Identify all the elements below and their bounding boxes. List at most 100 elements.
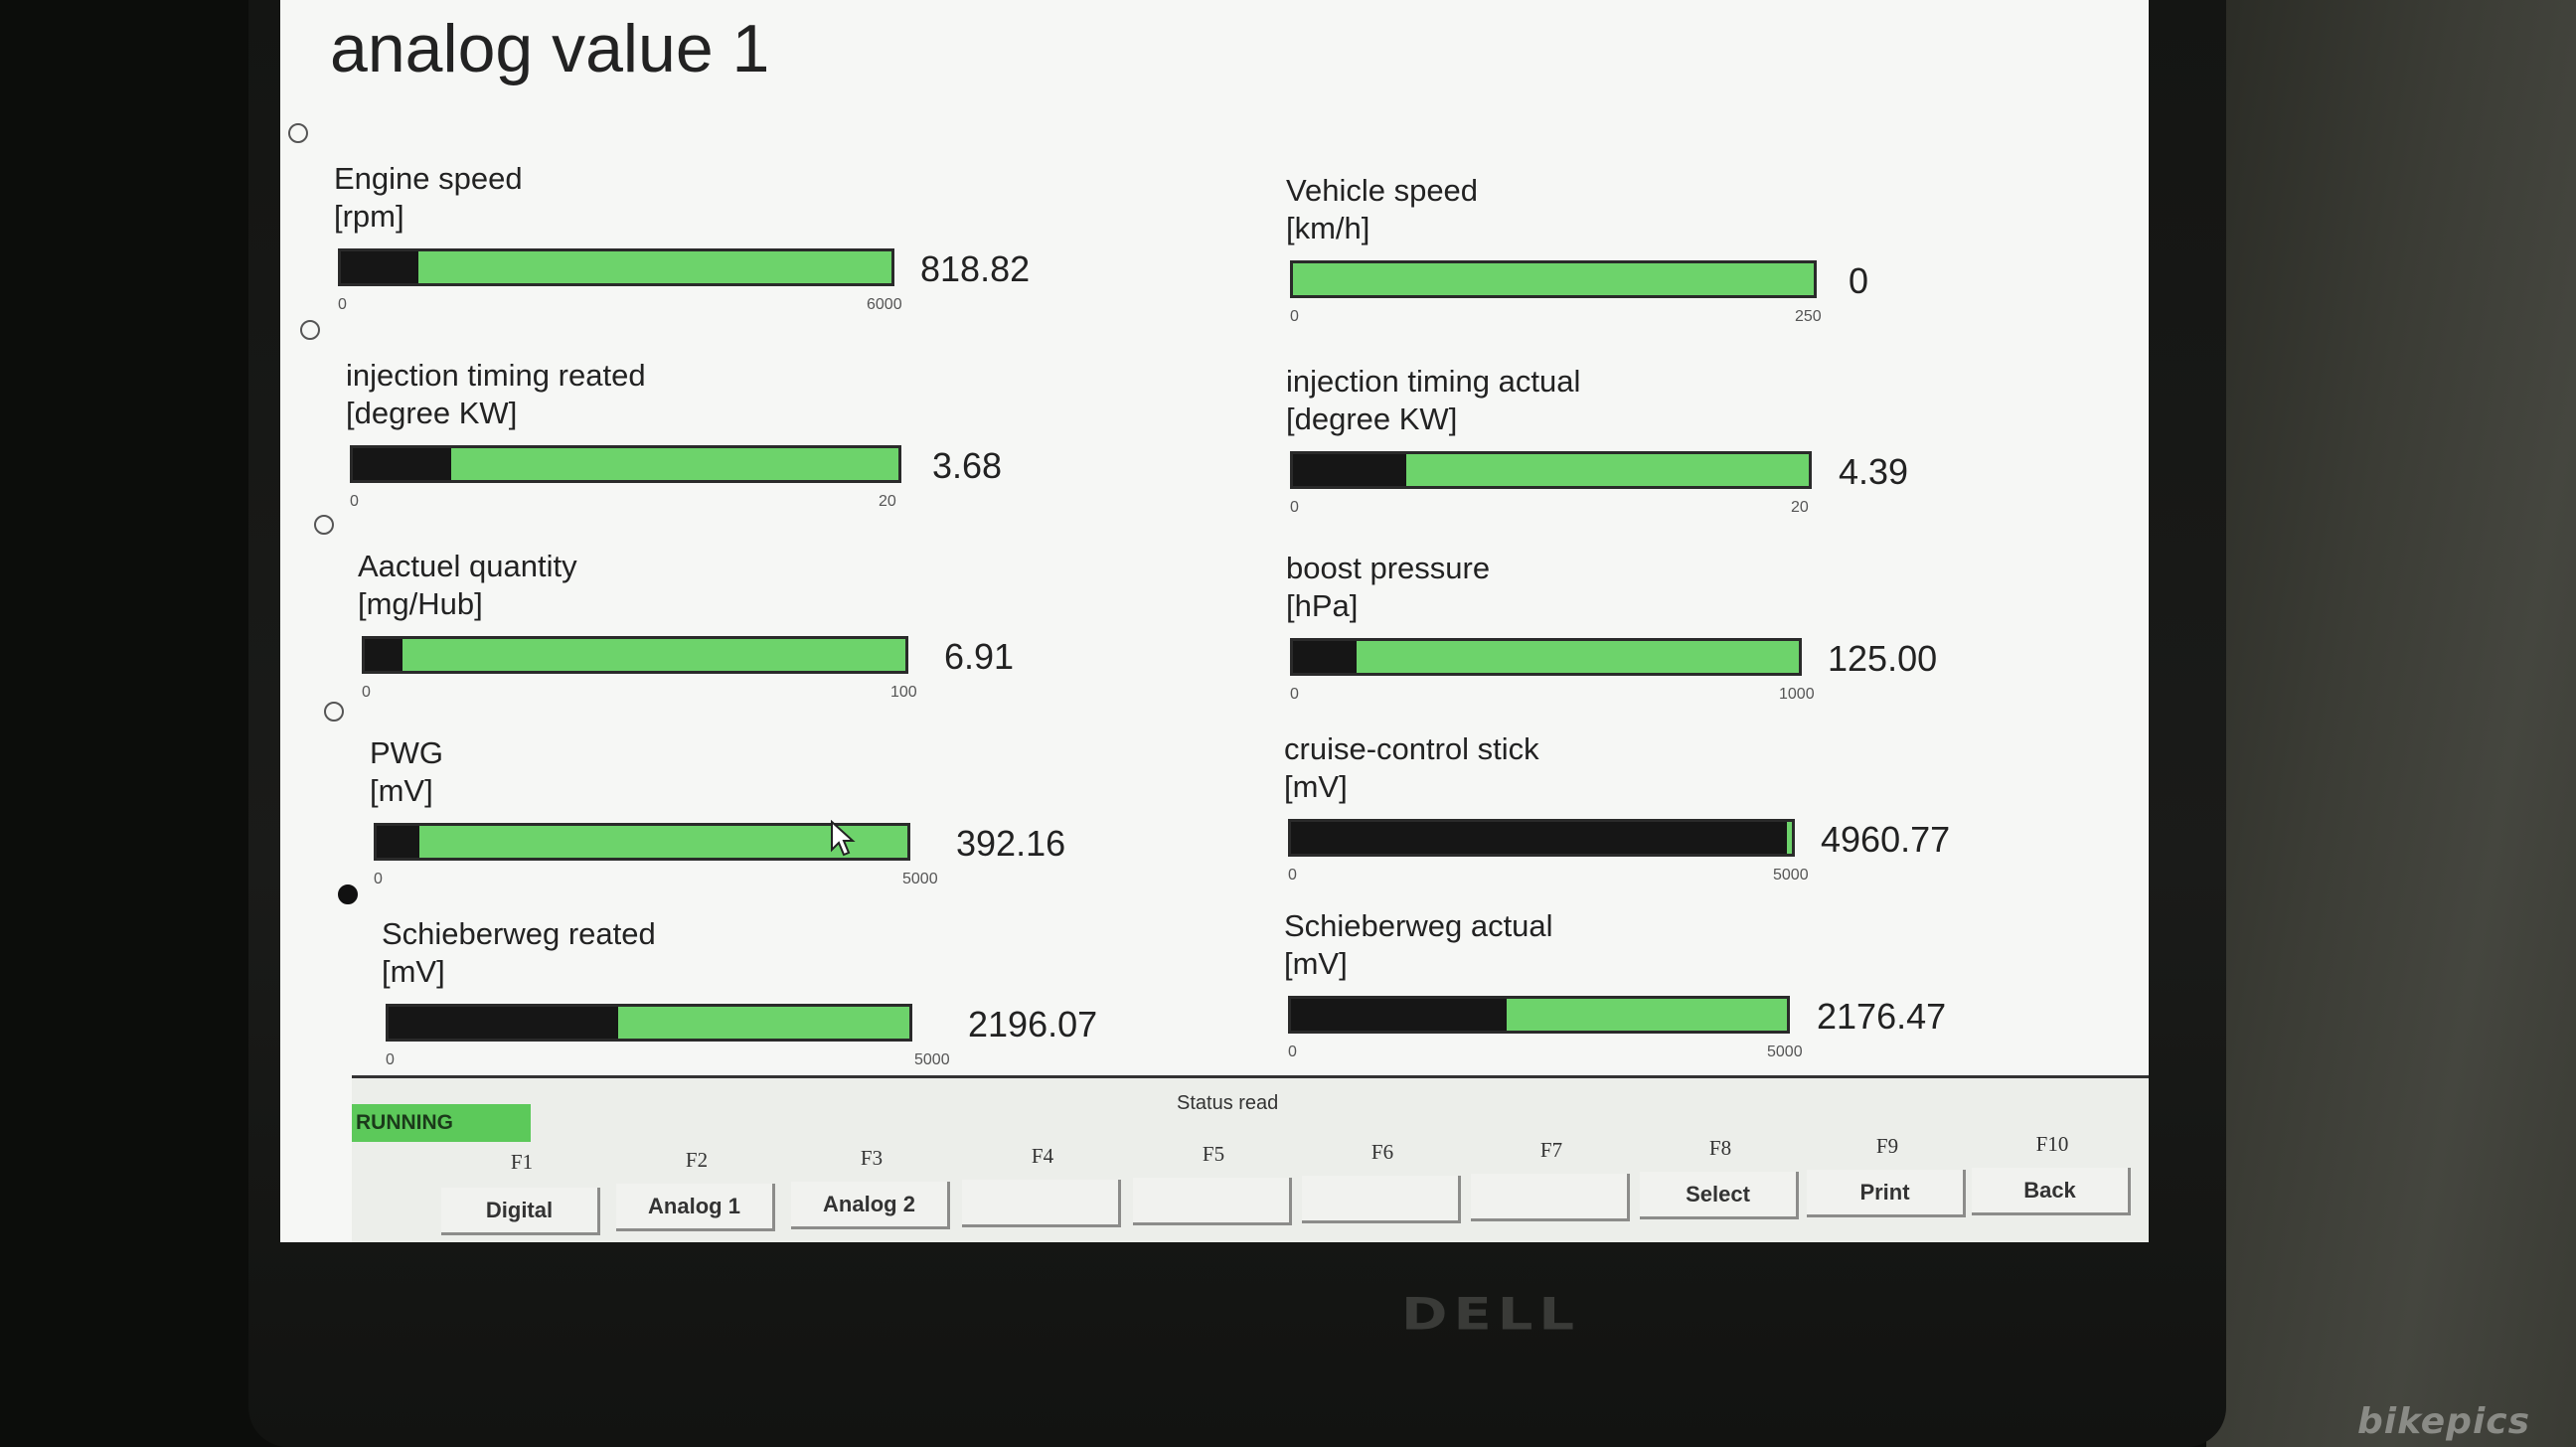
fkey-label-f9: F9 [1875,1134,1899,1158]
gauge-schieberweg-actual: Schieberweg actual [mV] 0 5000 2176.47 [1284,908,2129,1097]
gauge-unit: [mV] [370,773,433,808]
f10-back-button[interactable]: Back [1972,1168,2131,1215]
gauge-min: 0 [386,1051,395,1068]
gauge-bar [386,1004,912,1042]
gauge-bar [362,636,908,674]
f5-button[interactable] [1133,1178,1292,1225]
gauge-label: cruise-control stick [1284,731,1539,766]
f2-analog1-button[interactable]: Analog 1 [616,1184,775,1231]
gauge-bar [1290,638,1802,676]
gauge-value: 125.00 [1828,638,1938,679]
gauge-aactuel-quantity: Aactuel quantity [mg/Hub] 0 100 6.91 [358,549,1203,737]
gauge-unit: [rpm] [334,199,404,234]
gauge-min: 0 [350,493,359,510]
side-radio-5-selected[interactable] [338,884,358,904]
gauge-min: 0 [1288,1044,1297,1060]
gauge-bar-fill [389,1007,618,1039]
f6-button[interactable] [1302,1176,1461,1223]
fkey-label-f10: F10 [2035,1132,2069,1156]
floor-background [2206,0,2576,1447]
status-text: Status read [1177,1092,1279,1114]
page-title: analog value 1 [330,11,770,86]
gauge-injection-timing-reated: injection timing reated [degree KW] 0 20… [346,358,1191,547]
gauge-bar-fill [1293,454,1407,486]
gauge-max: 1000 [1779,686,1815,703]
side-radio-1[interactable] [288,123,308,143]
f1-digital-button[interactable]: Digital [441,1188,600,1235]
gauge-boost-pressure: boost pressure [hPa] 0 1000 125.00 [1286,551,2131,739]
f3-analog2-button[interactable]: Analog 2 [791,1182,950,1229]
gauge-bar-fill [377,826,419,858]
function-key-bar: RUNNING Status read F1 Digital F2 Analog… [352,1075,2149,1242]
gauge-bar [1290,451,1812,489]
fkey-label-f6: F6 [1370,1140,1394,1164]
gauge-cruise-control-stick: cruise-control stick [mV] 0 5000 4960.77 [1284,731,2129,920]
gauge-unit: [mg/Hub] [358,586,483,621]
gauge-label: PWG [370,735,444,770]
fkey-label-f2: F2 [685,1148,709,1172]
gauge-min: 0 [1290,308,1299,325]
gauge-injection-timing-actual: injection timing actual [degree KW] 0 20… [1286,364,2131,553]
gauge-bar-fill [341,251,418,283]
gauge-value: 4960.77 [1821,819,1951,860]
gauge-max: 5000 [902,871,938,887]
monitor-brand-logo: DELL [1401,1288,1581,1341]
gauge-unit: [mV] [382,954,445,989]
gauge-bar [350,445,901,483]
fkey-label-f5: F5 [1202,1142,1225,1166]
gauge-max: 5000 [914,1051,950,1068]
gauge-min: 0 [338,296,347,313]
gauge-unit: [degree KW] [1286,402,1458,436]
fkey-label-f8: F8 [1708,1136,1732,1160]
f8-select-button[interactable]: Select [1640,1172,1799,1219]
gauge-vehicle-speed: Vehicle speed [km/h] 0 250 0 [1286,173,2131,362]
gauge-bar-fill [1291,822,1787,854]
gauge-max: 6000 [867,296,902,313]
gauge-value: 392.16 [956,823,1066,864]
gauge-label: injection timing reated [346,358,646,393]
gauge-max: 5000 [1773,867,1809,884]
fkey-label-f7: F7 [1539,1138,1563,1162]
gauge-label: boost pressure [1286,551,1491,585]
fkey-label-f1: F1 [510,1150,534,1174]
gauge-unit: [km/h] [1286,211,1370,245]
mouse-pointer-icon [831,820,856,857]
gauge-max: 20 [879,493,896,510]
f9-print-button[interactable]: Print [1807,1170,1966,1217]
gauge-schieberweg-reated: Schieberweg reated [mV] 0 5000 2196.07 [382,916,1226,1105]
gauge-bar-fill [353,448,451,480]
gauge-unit: [degree KW] [346,396,518,430]
gauge-bar [338,248,894,286]
f4-button[interactable] [962,1180,1121,1227]
gauge-max: 5000 [1767,1044,1803,1060]
gauge-unit: [hPa] [1286,588,1359,623]
diagnostic-screen: analog value 1 Engine speed [rpm] 0 6000… [280,0,2149,1242]
gauge-pwg: PWG [mV] 0 5000 392.16 [370,735,1214,924]
gauge-value: 6.91 [944,636,1015,677]
gauge-bar [1288,996,1790,1034]
side-radio-3[interactable] [314,515,334,535]
gauge-value: 2176.47 [1817,996,1947,1037]
running-status-indicator: RUNNING [352,1104,531,1142]
gauge-min: 0 [362,684,371,701]
gauge-max: 100 [890,684,917,701]
gauge-value: 3.68 [932,445,1003,486]
gauge-label: Vehicle speed [1286,173,1479,208]
gauge-min: 0 [374,871,383,887]
gauge-min: 0 [1290,686,1299,703]
side-radio-2[interactable] [300,320,320,340]
gauge-value: 818.82 [920,248,1031,289]
gauge-bar-fill [1293,641,1357,673]
watermark-logo: bikepics [2357,1401,2531,1442]
gauge-label: Engine speed [334,161,523,196]
gauge-min: 0 [1290,499,1299,516]
f7-button[interactable] [1471,1174,1630,1221]
gauge-value: 0 [1849,260,1869,301]
gauge-value: 2196.07 [968,1004,1098,1045]
gauge-max: 20 [1791,499,1809,516]
gauge-bar [1288,819,1795,857]
fkey-label-f4: F4 [1031,1144,1054,1168]
gauge-min: 0 [1288,867,1297,884]
gauge-bar-fill [365,639,403,671]
side-radio-4[interactable] [324,702,344,722]
